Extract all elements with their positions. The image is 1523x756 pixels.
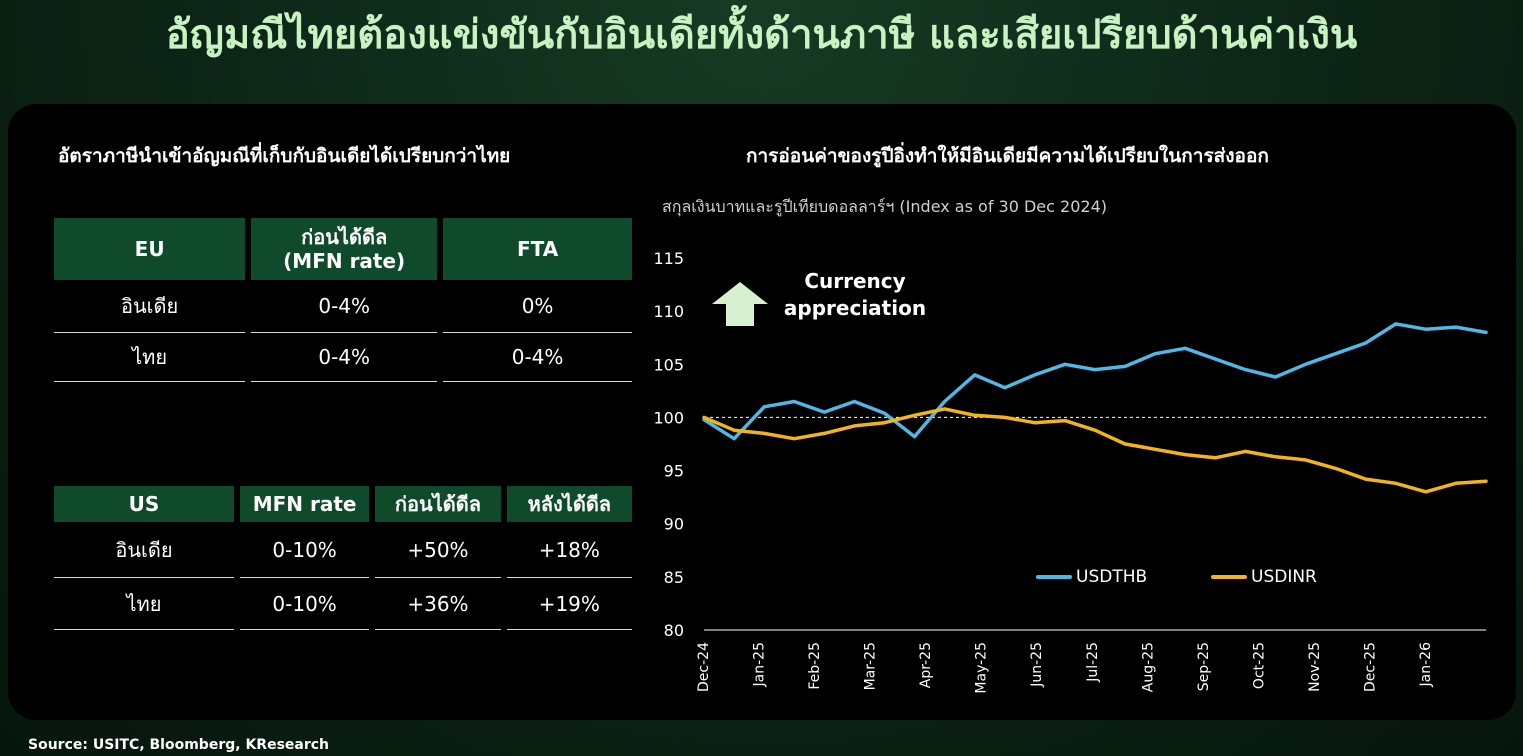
eu-header-fta: FTA: [443, 218, 632, 280]
us-tariff-table: US MFN rate ก่อนได้ดีล หลังได้ดีล อินเดี…: [48, 486, 638, 630]
x-tick-label: May-25: [974, 642, 990, 694]
source-note: Source: USITC, Bloomberg, KResearch: [28, 737, 330, 753]
x-tick-label: Sep-25: [1196, 642, 1212, 691]
legend-usdinr-label: USDINR: [1251, 567, 1317, 587]
us-row-thai-label: ไทย: [54, 578, 234, 630]
table-row: อินเดีย 0-4% 0%: [54, 280, 632, 333]
us-header-after: หลังได้ดีล: [506, 486, 632, 522]
us-row-india-before: +50%: [375, 522, 501, 578]
y-tick-label: 115: [653, 249, 684, 268]
x-tick-label: Dec-24: [696, 642, 712, 692]
chart-title: การอ่อนค่าของรูปีอิ่งทำให้มีอินเดียมีควา…: [746, 145, 1269, 167]
y-tick-label: 85: [664, 568, 684, 587]
legend-usdthb-label: USDTHB: [1076, 567, 1148, 587]
table-row: ไทย 0-4% 0-4%: [54, 333, 632, 382]
eu-header-mfn-line1: ก่อนได้ดีล: [301, 225, 388, 249]
us-row-india-label: อินเดีย: [54, 522, 234, 578]
legend-usdthb-swatch: [1036, 575, 1072, 579]
y-tick-label: 90: [664, 515, 684, 534]
us-row-india-after: +18%: [506, 522, 632, 578]
eu-row-india-mfn: 0-4%: [251, 280, 438, 333]
us-row-thai-mfn: 0-10%: [239, 578, 370, 630]
eu-row-india-fta: 0%: [443, 280, 632, 333]
currency-annotation: Currency appreciation: [770, 268, 940, 322]
legend-usdinr-swatch: [1211, 575, 1247, 579]
x-tick-label: Feb-25: [807, 642, 823, 690]
x-tick-label: Aug-25: [1140, 642, 1156, 692]
us-header-mfn: MFN rate: [239, 486, 370, 522]
y-tick-label: 105: [653, 355, 684, 374]
x-tick-label: Nov-25: [1307, 642, 1323, 692]
eu-row-thai-mfn: 0-4%: [251, 333, 438, 382]
eu-tariff-table: EU ก่อนได้ดีล (MFN rate) FTA อินเดีย 0-4…: [48, 218, 638, 382]
x-tick-label: Jan-26: [1418, 642, 1434, 688]
y-tick-label: 80: [664, 621, 684, 640]
x-tick-label: Jan-25: [752, 642, 768, 687]
content-panel: [8, 104, 1516, 720]
series-line-usdthb: [702, 322, 1488, 441]
annotation-line2: appreciation: [783, 296, 927, 320]
eu-row-india-label: อินเดีย: [54, 280, 246, 333]
eu-row-thai-fta: 0-4%: [443, 333, 632, 382]
eu-header-mfn-line2: (MFN rate): [283, 249, 406, 273]
x-tick-label: Apr-25: [918, 642, 934, 688]
eu-header-region: EU: [54, 218, 246, 280]
line-chart: 80 85 90 95 100 105 110 115 Dec-24 Jan-25 Feb-25 Ma…: [653, 249, 1488, 694]
annotation-line1: Currency: [804, 269, 906, 293]
us-header-before: ก่อนได้ดีล: [375, 486, 501, 522]
x-tick-label: Jun-25: [1029, 642, 1045, 688]
y-tick-label: 110: [653, 302, 684, 321]
page-title: อัญมณีไทยต้องแข่งขันกับอินเดียทั้งด้านภา…: [165, 12, 1358, 58]
x-tick-label: Mar-25: [863, 642, 879, 690]
legend-usdthb: USDTHB: [1036, 567, 1147, 587]
x-tick-label: Dec-25: [1362, 642, 1378, 692]
eu-header-mfn: ก่อนได้ดีล (MFN rate): [251, 218, 438, 280]
table-row: อินเดีย 0-10% +50% +18%: [54, 522, 632, 578]
series-line-usdinr: [702, 407, 1488, 494]
x-tick-label: Jul-25: [1085, 642, 1101, 683]
us-header-region: US: [54, 486, 234, 522]
table-row: ไทย 0-10% +36% +19%: [54, 578, 632, 630]
eu-row-thai-label: ไทย: [54, 333, 246, 382]
up-arrow-icon: [712, 282, 768, 326]
x-tick-label: Oct-25: [1251, 642, 1267, 689]
us-row-india-mfn: 0-10%: [239, 522, 370, 578]
us-row-thai-before: +36%: [375, 578, 501, 630]
y-tick-label: 95: [664, 462, 684, 481]
chart-subtitle: สกุลเงินบาทและรูปีเทียบดอลลาร์ฯ (Index a…: [662, 197, 1107, 216]
left-title: อัตราภาษีนำเข้าอัญมณีที่เก็บกับอินเดียได…: [58, 145, 511, 167]
y-tick-label: 100: [653, 408, 684, 427]
legend-usdinr: USDINR: [1211, 567, 1317, 587]
us-row-thai-after: +19%: [506, 578, 632, 630]
